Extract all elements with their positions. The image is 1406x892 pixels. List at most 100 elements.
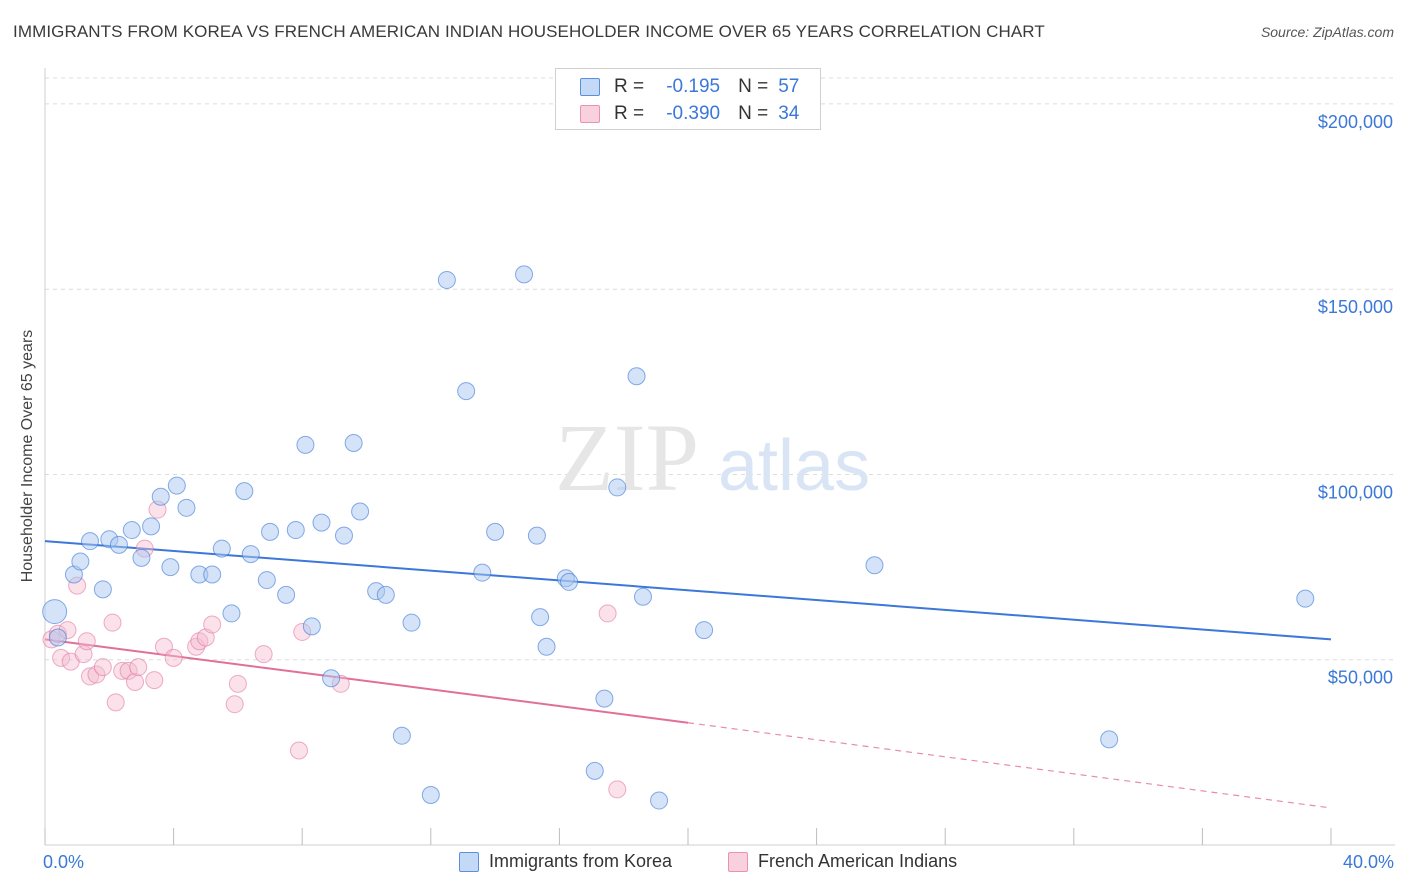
korea-point <box>1296 589 1315 608</box>
korea-legend-swatch <box>459 851 479 872</box>
korea-point <box>177 498 196 517</box>
legend-row-korea: R = -0.195 N = 57 <box>580 74 799 100</box>
korea-point <box>122 521 141 540</box>
korea-point <box>531 608 550 627</box>
watermark: ZIP atlas <box>555 404 870 511</box>
french-point <box>225 695 244 714</box>
korea-point <box>457 382 476 401</box>
chart-title: IMMIGRANTS FROM KOREA VS FRENCH AMERICAN… <box>13 22 1045 41</box>
korea-point <box>608 478 627 497</box>
y-tick-label: $150,000 <box>1318 297 1393 317</box>
korea-point <box>241 545 260 564</box>
korea-point <box>203 565 222 584</box>
source-label: Source: ZipAtlas.com <box>1260 24 1394 40</box>
korea-legend-label: Immigrants from Korea <box>489 851 673 871</box>
korea-point <box>222 604 241 623</box>
korea-point <box>627 367 646 386</box>
french-point <box>119 661 138 680</box>
korea-point <box>437 270 456 289</box>
korea-point <box>277 585 296 604</box>
french-point <box>87 665 106 684</box>
r-label: R = <box>614 76 645 97</box>
french-trend-line <box>44 638 689 724</box>
french-legend-swatch <box>728 851 748 872</box>
y-tick-label: $200,000 <box>1318 112 1393 132</box>
korea-point <box>109 535 128 554</box>
korea-point <box>161 558 180 577</box>
french-trend-extension <box>687 722 1332 809</box>
korea-point <box>392 726 411 745</box>
korea-point <box>142 517 161 536</box>
axes <box>44 68 1395 846</box>
korea-point <box>537 637 556 656</box>
korea-point <box>595 689 614 708</box>
korea-point <box>296 435 315 454</box>
korea-point <box>261 522 280 541</box>
watermark-atlas: atlas <box>718 426 870 506</box>
korea-point <box>695 621 714 640</box>
n-label: N = <box>738 76 769 97</box>
korea-swatch <box>580 78 600 96</box>
r-label: R = <box>614 103 645 124</box>
french-legend-label: French American Indians <box>758 851 958 871</box>
french-point <box>608 780 627 799</box>
data-points <box>42 265 1315 810</box>
french-point <box>81 667 100 686</box>
korea-point <box>132 548 151 567</box>
korea-r-value: -0.195 <box>666 76 721 97</box>
n-label: N = <box>738 103 769 124</box>
french-point <box>598 604 617 623</box>
french-swatch <box>580 105 600 123</box>
y-tick-labels: $50,000 $100,000 $150,000 $200,000 <box>1318 112 1393 688</box>
y-tick-label: $100,000 <box>1318 482 1393 502</box>
korea-point <box>486 522 505 541</box>
french-n-value: 34 <box>778 103 800 124</box>
korea-point <box>334 526 353 545</box>
korea-point <box>42 599 68 625</box>
korea-point <box>81 532 100 551</box>
grid-lines <box>45 77 1395 661</box>
korea-point <box>865 556 884 575</box>
korea-point <box>527 526 546 545</box>
korea-point <box>151 487 170 506</box>
legend-item-korea: Immigrants from Korea <box>459 851 672 872</box>
french-point <box>145 671 164 690</box>
korea-point <box>421 785 440 804</box>
korea-point <box>376 585 395 604</box>
french-point <box>77 632 96 651</box>
legend-row-french: R = -0.390 N = 34 <box>580 101 799 127</box>
french-r-value: -0.390 <box>666 103 721 124</box>
korea-point <box>322 669 341 688</box>
korea-point <box>344 433 363 452</box>
korea-n-value: 57 <box>778 76 800 97</box>
x-tick-label-max: 40.0% <box>1342 852 1394 872</box>
korea-point <box>48 628 67 647</box>
korea-point <box>650 791 669 810</box>
korea-point <box>167 476 186 495</box>
korea-point <box>93 580 112 599</box>
korea-point <box>71 552 90 571</box>
y-axis-label: Householder Income Over 65 years <box>19 329 36 583</box>
korea-point <box>560 572 579 591</box>
correlation-legend: R = -0.195 N = 57 R = -0.390 N = 34 <box>555 68 821 130</box>
legend-item-french: French American Indians <box>728 851 957 872</box>
french-point <box>289 741 308 760</box>
korea-point <box>286 521 305 540</box>
french-point <box>254 645 273 664</box>
korea-point <box>257 571 276 590</box>
korea-point <box>302 617 321 636</box>
french-point <box>187 637 206 656</box>
french-point <box>228 674 247 693</box>
korea-point <box>235 482 254 501</box>
korea-point <box>1100 730 1119 749</box>
french-point <box>126 672 145 691</box>
french-point <box>203 615 222 634</box>
korea-point <box>312 513 331 532</box>
korea-point <box>402 613 421 632</box>
korea-point <box>473 563 492 582</box>
y-tick-label: $50,000 <box>1328 668 1393 688</box>
french-point <box>106 693 125 712</box>
korea-point <box>585 761 604 780</box>
french-point <box>93 658 112 677</box>
